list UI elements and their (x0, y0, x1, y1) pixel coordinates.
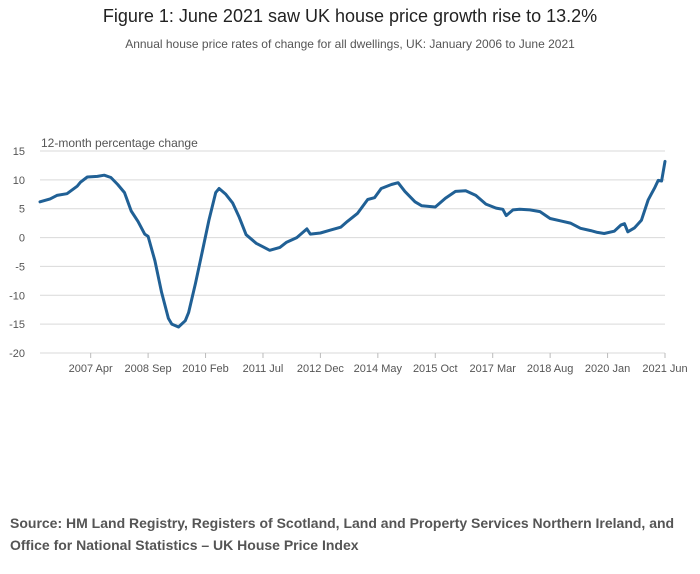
x-axis-ticks: 2007 Apr 2008 Sep 2010 Feb 2011 Jul 2012 Dec… (69, 353, 688, 375)
x-tick-label: 2017 Mar (469, 363, 516, 375)
line-chart: 12-month percentage change 15 10 5 0 -5 -10 -1… (9, 136, 688, 375)
y-tick-label: 5 (19, 204, 25, 216)
y-tick-label: 10 (13, 175, 25, 187)
x-tick-label: 2007 Apr (69, 363, 113, 375)
y-tick-label: -15 (9, 319, 25, 331)
x-tick-label: 2015 Oct (413, 363, 458, 375)
x-tick-label: 2018 Aug (527, 363, 574, 375)
x-tick-label: 2014 May (354, 363, 403, 375)
y-tick-label: 0 (19, 233, 25, 245)
x-tick-label: 2020 Jan (585, 363, 630, 375)
gridlines (40, 150, 665, 354)
y-tick-label: -10 (9, 290, 25, 302)
y-tick-label: 15 (13, 146, 25, 158)
x-tick-label: 2012 Dec (297, 363, 345, 375)
chart-subtitle: Annual house price rates of change for a… (125, 37, 575, 51)
x-tick-label: 2008 Sep (125, 363, 172, 375)
x-tick-label: 2011 Jul (243, 363, 284, 375)
series-line (38, 159, 667, 329)
x-tick-label: 2021 Jun (642, 363, 687, 375)
y-tick-label: -5 (15, 261, 25, 273)
source-note: Source: HM Land Registry, Registers of S… (10, 515, 675, 553)
x-tick-label: 2010 Feb (182, 363, 228, 375)
y-axis-label: 12-month percentage change (41, 136, 198, 150)
chart-title: Figure 1: June 2021 saw UK house price g… (102, 6, 598, 26)
y-tick-label: -20 (9, 348, 25, 360)
y-axis-ticks: 15 10 5 0 -5 -10 -15 -20 (9, 146, 25, 360)
